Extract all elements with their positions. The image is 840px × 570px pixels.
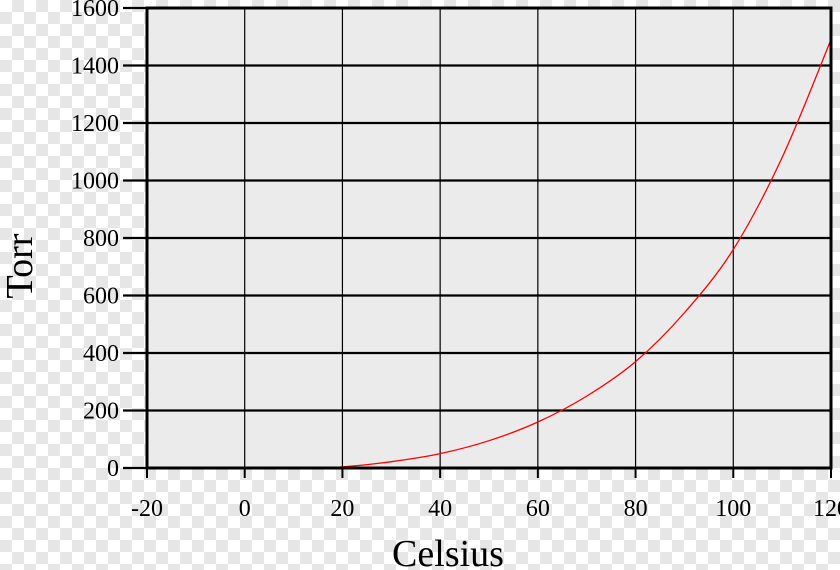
horizontal-gridlines (123, 6, 831, 470)
y-tick-label: 800 (83, 226, 119, 252)
y-tick-label: 400 (83, 341, 119, 367)
x-tick-label: -20 (131, 496, 163, 522)
x-tick-label: 0 (239, 496, 251, 522)
y-axis-tick-labels: 0 200 400 600 800 1000 1200 1400 1600 (71, 0, 119, 482)
y-axis-title: Torr (0, 233, 41, 298)
y-tick-label: 1600 (71, 0, 119, 22)
x-tick-label: 20 (330, 496, 354, 522)
y-tick-label: 1400 (71, 54, 119, 80)
x-tick-label: 80 (624, 496, 648, 522)
x-tick-label: 100 (715, 496, 751, 522)
x-tick-label: 60 (526, 496, 550, 522)
x-axis-tick-labels: -20 0 20 40 60 80 100 120 (131, 496, 840, 522)
plot-frame (145, 6, 833, 470)
x-tick-label: 120 (813, 496, 840, 522)
y-tick-label: 1200 (71, 111, 119, 137)
y-tick-label: 200 (83, 399, 119, 425)
x-tick-label: 40 (428, 496, 452, 522)
y-tick-label: 600 (83, 284, 119, 310)
y-tick-label: 1000 (71, 169, 119, 195)
y-tick-label: 0 (107, 456, 119, 482)
x-axis-title: Celsius (392, 533, 504, 570)
